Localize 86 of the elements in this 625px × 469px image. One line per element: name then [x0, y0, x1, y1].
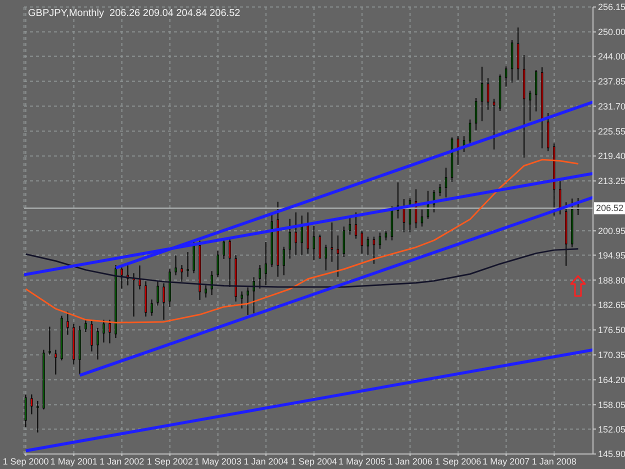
y-tick-label: 170.35	[598, 350, 625, 360]
y-tick-label: 188.80	[598, 275, 625, 286]
x-tick-label: 1 Jan 2002	[100, 456, 144, 466]
candlestick	[534, 70, 538, 112]
chart-title: GBPJPY,Monthly 206.26 209.04 204.84 206.52	[28, 8, 240, 19]
x-tick-label: 1 May 2001	[50, 456, 98, 466]
candlestick	[66, 311, 69, 336]
candlestick	[372, 236, 376, 264]
candlestick	[216, 250, 219, 278]
y-tick-label: 158.05	[598, 400, 625, 410]
candlestick	[252, 276, 255, 314]
candlestick	[84, 319, 87, 332]
candlestick	[174, 254, 177, 276]
x-tick-label: 1 Jan 2008	[532, 456, 576, 466]
candlestick	[264, 241, 267, 286]
candlestick	[528, 90, 532, 122]
candlestick	[354, 212, 358, 240]
candlestick	[366, 236, 370, 256]
ref-line-label: 206.52	[596, 203, 624, 214]
line-series	[25, 158, 579, 324]
candlestick	[48, 326, 51, 356]
candlestick	[282, 246, 286, 276]
x-tick-label: 1 Jan 2004	[244, 456, 288, 466]
candlestick	[342, 226, 346, 258]
candlestick	[384, 230, 388, 241]
y-tick-label: 145.90	[598, 449, 625, 460]
y-tick-label: 176.50	[598, 325, 625, 336]
y-tick-label: 237.85	[598, 76, 625, 86]
candlestick	[222, 238, 225, 260]
candlestick	[486, 78, 490, 110]
candlestick	[156, 280, 159, 306]
candlestick	[348, 215, 352, 236]
y-tick-label: 225.55	[598, 126, 625, 136]
candlestick	[150, 299, 153, 316]
y-tick-label: 231.70	[598, 101, 625, 112]
candlestick	[96, 327, 99, 360]
y-tick-label: 200.95	[598, 226, 625, 236]
candlestick	[318, 234, 322, 260]
candlestick	[336, 234, 340, 278]
candlestick	[180, 264, 183, 282]
y-tick-label: 256.15	[598, 2, 625, 12]
x-tick-label: 1 May 2003	[194, 456, 242, 466]
y-tick-label: 152.05	[598, 424, 625, 434]
candlestick	[102, 319, 105, 344]
candlestick	[54, 349, 57, 376]
y-tick-label: 194.95	[598, 250, 625, 260]
candlestick	[480, 66, 484, 122]
candlestick	[288, 218, 292, 260]
x-tick-label: 1 Sep 2004	[290, 456, 338, 466]
candlestick	[186, 252, 189, 278]
candlestick	[228, 238, 231, 288]
candlestick	[240, 290, 243, 309]
candlestick	[36, 400, 39, 434]
candlestick	[474, 98, 478, 131]
y-tick-label: 250.00	[598, 27, 625, 38]
candlestick	[438, 183, 442, 197]
candlestick	[444, 167, 448, 198]
x-tick-label: 1 Sep 2002	[146, 456, 193, 466]
candlestick	[30, 394, 33, 415]
candlestick	[420, 209, 424, 228]
candlestick	[24, 394, 27, 428]
candlestick	[162, 282, 165, 320]
candlestick	[504, 66, 508, 88]
candlestick	[468, 119, 472, 146]
y-tick-label: 164.20	[598, 375, 625, 385]
candlestick	[360, 230, 364, 254]
y-tick-label: 219.40	[598, 151, 625, 162]
candlestick	[90, 319, 93, 352]
candlestick	[294, 212, 298, 256]
candlestick	[258, 264, 261, 290]
x-tick-label: 1 Sep 2006	[435, 456, 482, 466]
candlestick	[120, 264, 123, 290]
x-tick-label: 1 May 2005	[338, 456, 386, 466]
candlestick	[210, 270, 213, 296]
candlestick	[246, 286, 249, 316]
y-tick-label: 182.65	[598, 300, 625, 310]
candlestick	[204, 284, 207, 298]
line-series	[25, 248, 579, 288]
candlestick	[324, 244, 328, 271]
x-tick-label: 1 Jan 2006	[388, 456, 432, 466]
candlestick	[108, 319, 111, 344]
candlestick	[138, 264, 141, 290]
x-tick-label: 1 Sep 2000	[2, 456, 49, 466]
y-tick-label: 244.00	[598, 51, 625, 62]
x-tick-label: 1 May 2007	[482, 456, 530, 466]
y-tick-label: 213.25	[598, 176, 625, 186]
